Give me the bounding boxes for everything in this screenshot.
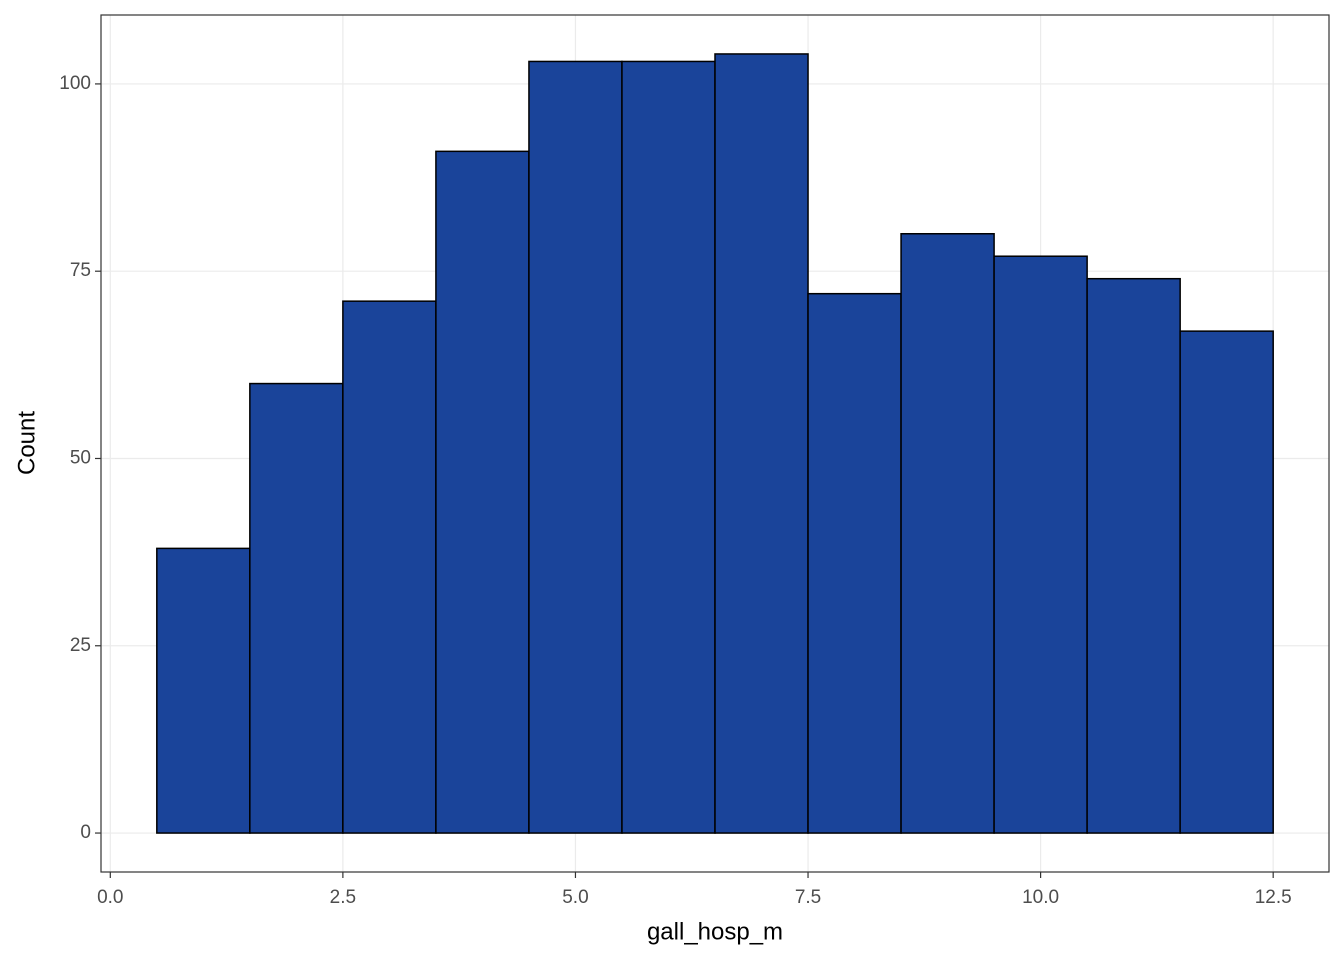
panel-border [100, 14, 1330, 873]
y-axis-title: Count [13, 411, 40, 475]
bar [621, 60, 716, 834]
bar [156, 547, 251, 834]
y-tick-label: 100 [59, 73, 91, 94]
bar [900, 232, 995, 834]
x-tick-label: 0.0 [97, 887, 123, 908]
y-tick-label: 25 [70, 635, 91, 656]
bar [714, 53, 809, 834]
x-tick-label: 12.5 [1255, 887, 1292, 908]
bar [249, 382, 344, 834]
bar [435, 150, 530, 834]
y-tick-label: 0 [80, 822, 91, 843]
bar [1086, 277, 1181, 834]
x-tick-label: 7.5 [795, 887, 821, 908]
bar [807, 292, 902, 834]
x-tick-label: 5.0 [562, 887, 588, 908]
bar [342, 300, 437, 834]
bar [1179, 330, 1274, 834]
y-tick-label: 50 [70, 447, 91, 468]
bar [993, 255, 1088, 834]
x-tick-label: 10.0 [1022, 887, 1059, 908]
bar [528, 60, 623, 834]
x-axis-title: gall_hosp_m [647, 918, 783, 945]
y-tick-label: 75 [70, 260, 91, 281]
x-tick-label: 2.5 [330, 887, 356, 908]
